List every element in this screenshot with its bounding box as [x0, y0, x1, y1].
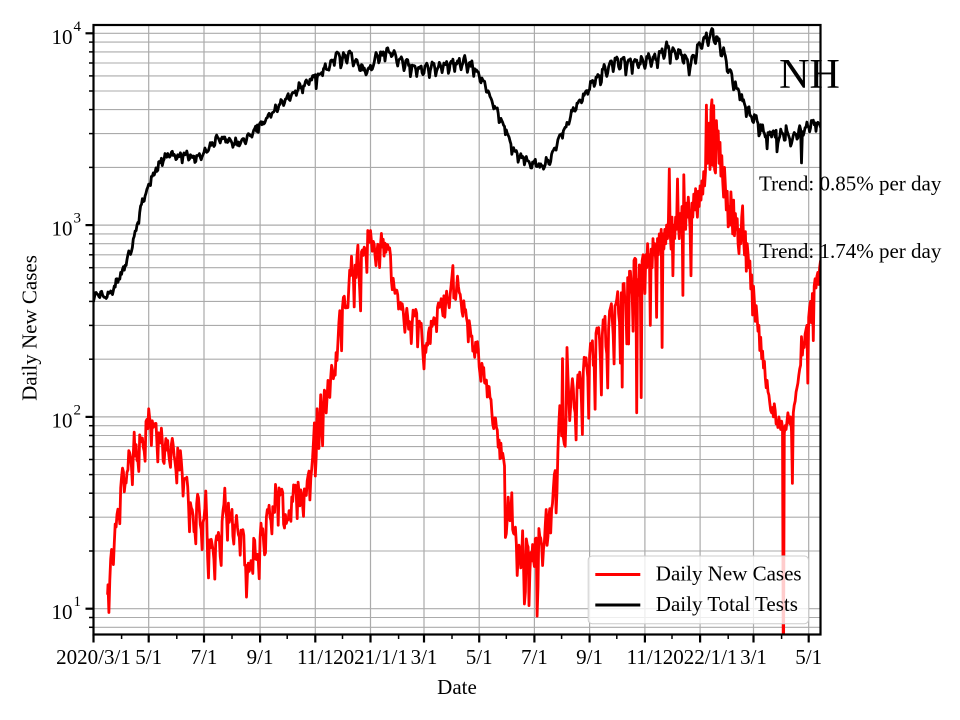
svg-text:10: 10	[52, 600, 73, 624]
svg-text:NH: NH	[779, 52, 840, 98]
svg-text:9/1: 9/1	[247, 645, 274, 669]
svg-text:Daily New Cases: Daily New Cases	[656, 561, 802, 585]
svg-text:7/1: 7/1	[191, 645, 218, 669]
svg-text:10: 10	[52, 25, 73, 49]
svg-text:3: 3	[74, 211, 82, 227]
svg-text:5/1: 5/1	[466, 645, 493, 669]
svg-text:5/1: 5/1	[795, 645, 822, 669]
svg-text:2021/1/1: 2021/1/1	[333, 645, 408, 669]
svg-text:11/1: 11/1	[297, 645, 334, 669]
svg-text:3/1: 3/1	[411, 645, 438, 669]
svg-text:3/1: 3/1	[740, 645, 767, 669]
svg-text:Trend: 1.74% per day: Trend: 1.74% per day	[759, 239, 942, 263]
svg-text:4: 4	[74, 19, 82, 35]
svg-text:10: 10	[52, 408, 73, 432]
svg-text:Daily New Cases: Daily New Cases	[18, 255, 42, 401]
svg-text:Daily Total Tests: Daily Total Tests	[656, 592, 798, 616]
svg-text:2020/3/1: 2020/3/1	[56, 645, 131, 669]
svg-text:2022/1/1: 2022/1/1	[663, 645, 738, 669]
svg-text:1: 1	[74, 594, 82, 610]
svg-text:7/1: 7/1	[521, 645, 548, 669]
svg-text:11/1: 11/1	[627, 645, 664, 669]
svg-text:2: 2	[74, 402, 82, 418]
svg-text:Trend: 0.85% per day: Trend: 0.85% per day	[759, 171, 942, 195]
svg-text:5/1: 5/1	[135, 645, 162, 669]
svg-text:9/1: 9/1	[576, 645, 603, 669]
svg-text:10: 10	[52, 217, 73, 241]
svg-text:Date: Date	[437, 675, 477, 699]
